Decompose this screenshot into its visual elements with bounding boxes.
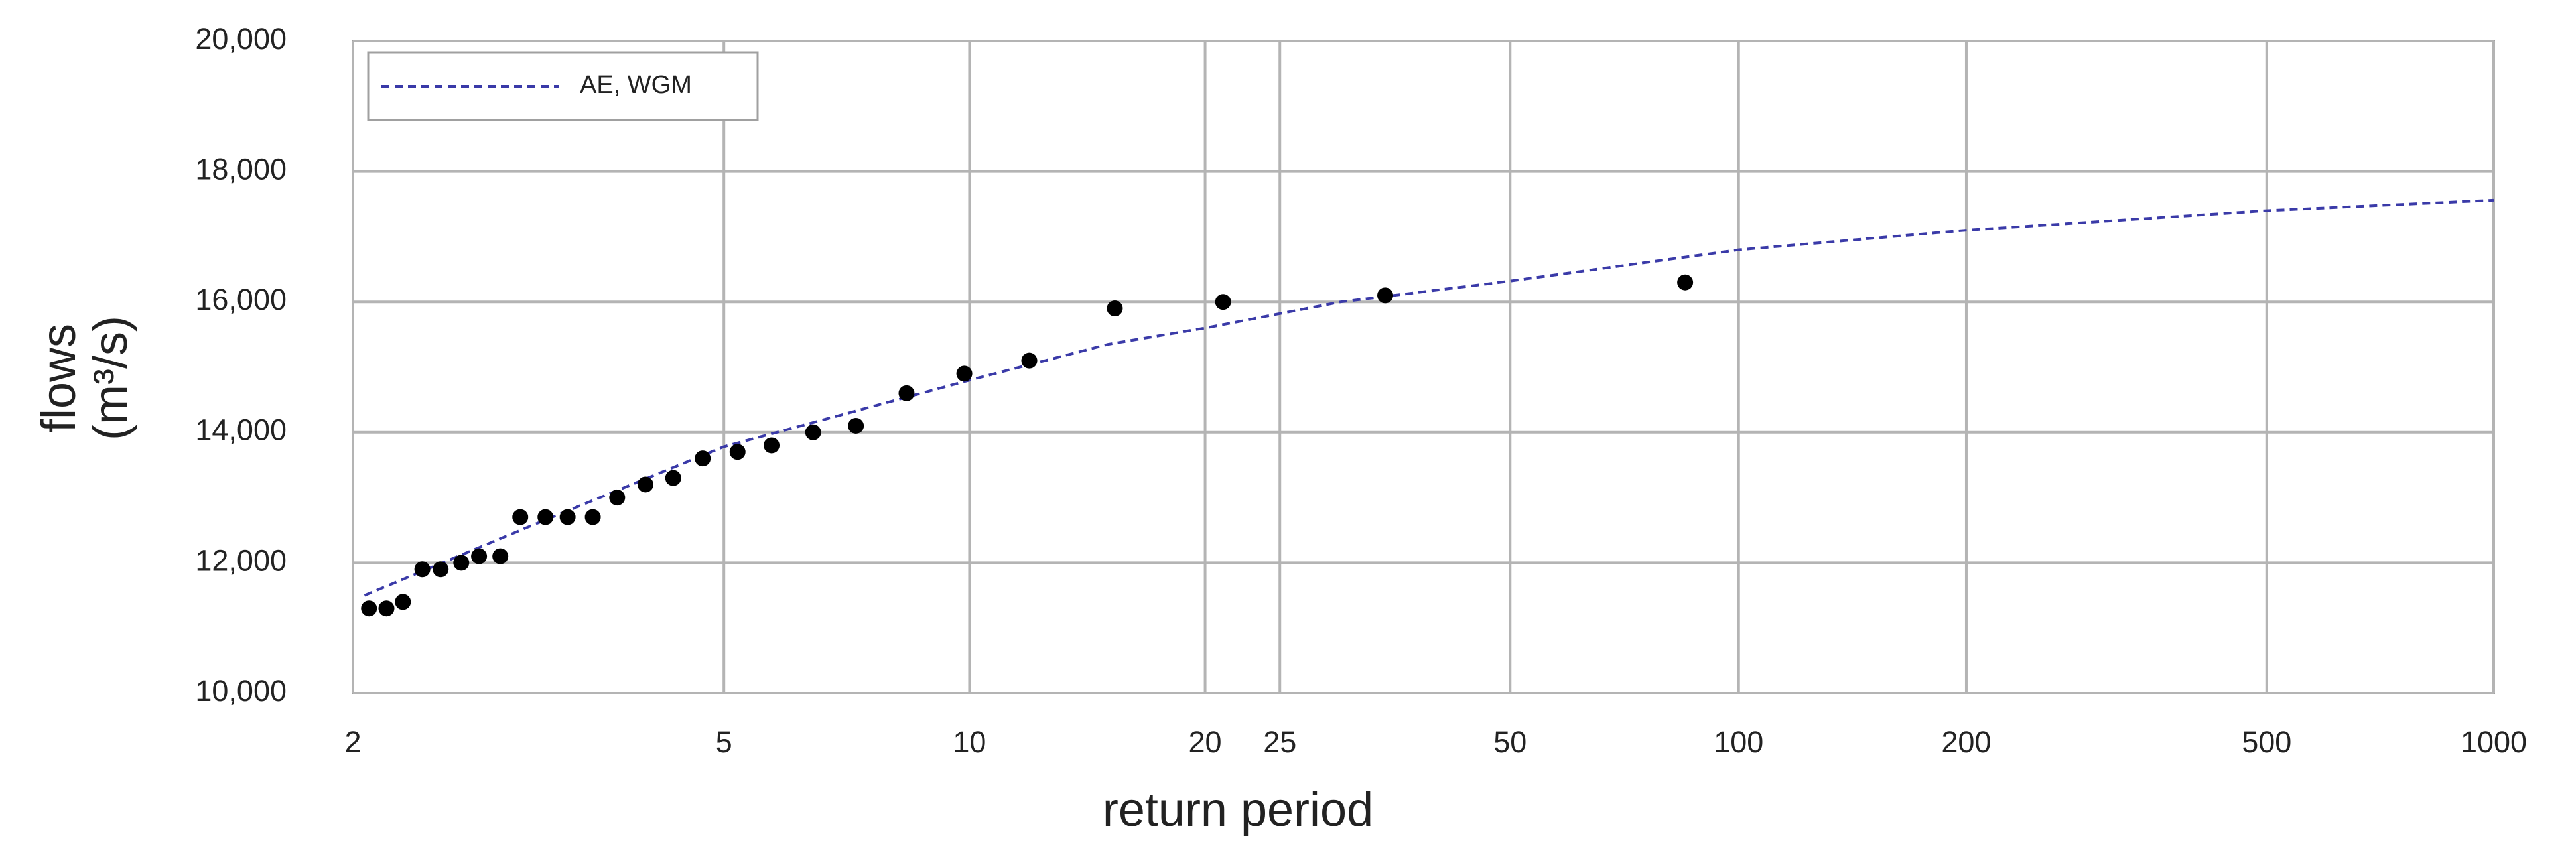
data-point — [1677, 274, 1694, 291]
data-point — [665, 470, 681, 486]
data-point — [764, 437, 780, 454]
data-point — [378, 600, 395, 617]
y-axis-unit: (m³/s) — [84, 316, 137, 440]
data-line — [364, 198, 2494, 597]
plot-area — [352, 40, 2495, 694]
data-point — [414, 561, 431, 578]
y-tick-label: 14,000 — [195, 413, 287, 447]
y-tick-label: 16,000 — [195, 283, 287, 316]
data-point — [1377, 287, 1394, 304]
data-point — [898, 385, 915, 401]
x-tick-label: 500 — [2242, 725, 2291, 759]
y-tick-label: 10,000 — [195, 674, 287, 708]
x-tick-label: 1000 — [2461, 725, 2527, 759]
legend-box — [367, 51, 759, 121]
x-tick-label: 10 — [953, 725, 986, 759]
data-point — [637, 476, 653, 493]
data-point — [956, 365, 973, 382]
data-point — [1215, 294, 1231, 310]
x-tick-label: 2 — [344, 725, 361, 759]
data-point — [453, 555, 470, 571]
data-point — [395, 594, 411, 610]
x-tick-label: 100 — [1714, 725, 1763, 759]
x-tick-label: 50 — [1493, 725, 1526, 759]
data-point — [492, 548, 509, 564]
data-point — [1107, 300, 1123, 317]
data-point — [609, 490, 626, 506]
y-tick-label: 20,000 — [195, 22, 287, 56]
data-point — [1021, 352, 1038, 369]
data-point — [433, 561, 449, 578]
legend-label: AE, WGM — [580, 71, 692, 99]
x-tick-label: 200 — [1941, 725, 1991, 759]
data-point — [471, 548, 488, 564]
y-tick-label: 12,000 — [195, 543, 287, 577]
x-tick-label: 5 — [716, 725, 732, 759]
y-axis-title: flows — [33, 324, 86, 432]
data-point — [805, 424, 821, 440]
x-axis-title: return period — [1103, 783, 1373, 836]
data-point — [695, 450, 711, 467]
data-point — [584, 509, 601, 525]
data-point — [512, 509, 529, 525]
x-tick-label: 25 — [1263, 725, 1296, 759]
data-point — [729, 444, 746, 460]
y-tick-label: 18,000 — [195, 152, 287, 186]
data-point — [361, 600, 377, 617]
data-point — [559, 509, 576, 525]
data-point — [848, 417, 864, 434]
data-point — [537, 509, 554, 525]
x-tick-label: 20 — [1189, 725, 1222, 759]
